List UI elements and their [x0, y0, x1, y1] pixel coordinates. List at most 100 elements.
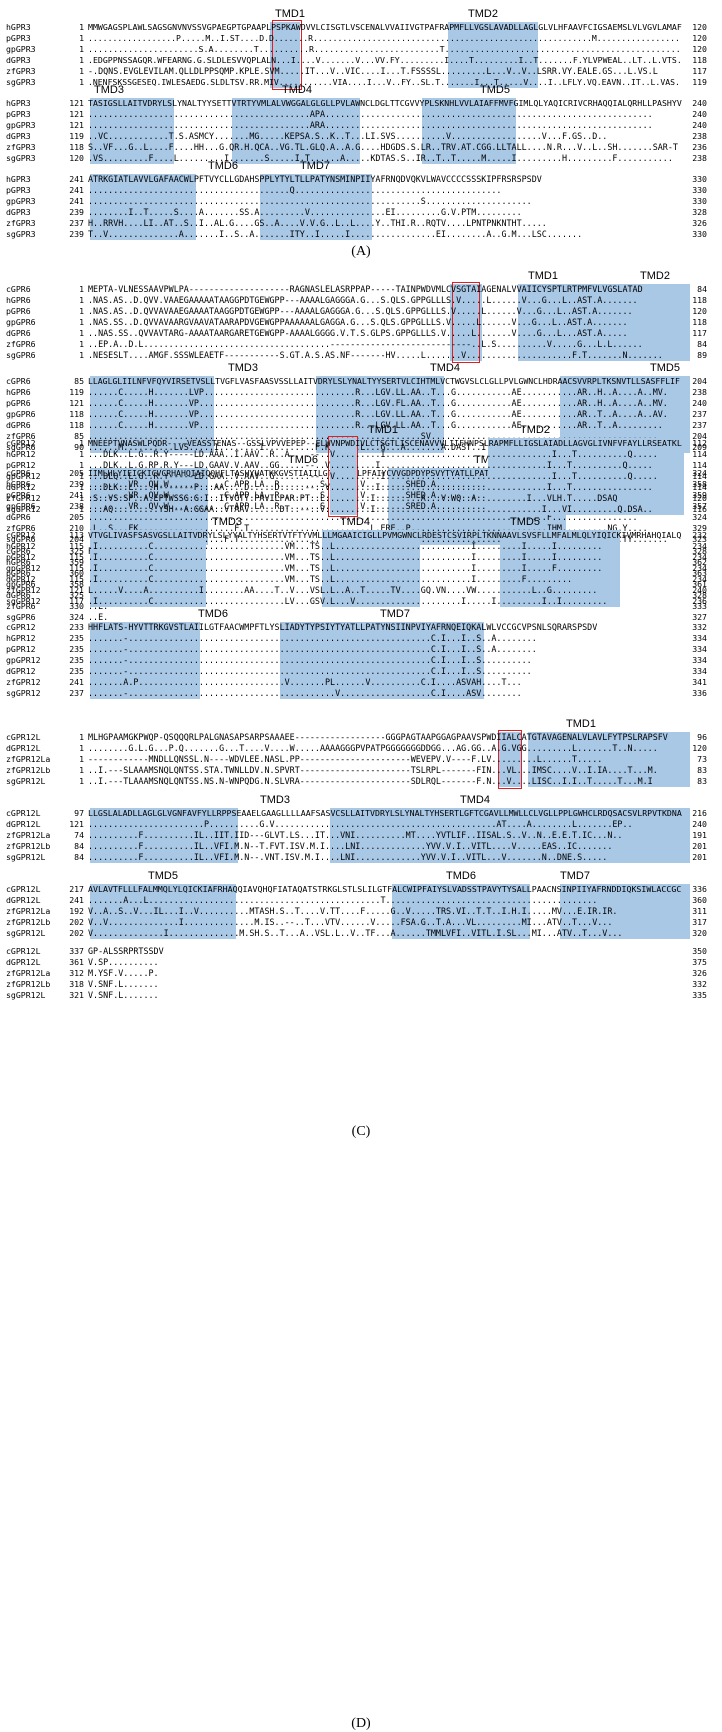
alignment-row: zfGPR12Lb 318 V.SNF.L....... 332: [0, 979, 722, 990]
alignment-row: sgGPR12L 84 ..........F..........IL..VFI.M…: [0, 852, 722, 863]
end-position: 335: [692, 990, 707, 1000]
sequence-residues: ........................................…: [88, 120, 653, 130]
alignment-row: hGPR12 235 .......-.......................…: [0, 633, 722, 644]
end-position: 236: [692, 142, 707, 152]
panel-caption: (A): [351, 244, 371, 259]
sequence-name: cGPR6: [6, 376, 31, 386]
sequence-name: gpGPR6: [6, 409, 36, 419]
tm-domain-shading: [90, 622, 200, 699]
sequence-residues: ......C.....H.......LVP.................…: [88, 387, 668, 397]
sequence-residues: ...AQ.........YSH--A.GGAA..VTAAV......DT…: [88, 504, 653, 514]
alignment-row: pGPR6 241 ........VR..QV.W...........C.APP…: [0, 490, 722, 501]
sequence-name: cGPR12: [6, 438, 36, 448]
start-position: 318: [69, 979, 84, 989]
sequence-name: zfGPR3: [6, 218, 36, 228]
end-position: 89: [697, 350, 707, 360]
sequence-residues: -.DQNS.EVGLEVILAM.QLLDLPPSQMP.KPLE.SVM..…: [88, 66, 658, 76]
alignment-row: hGPR3 241 ATRKGIATLAVVLGAFAACWLPFTVYCLLGDA…: [0, 174, 722, 185]
sequence-name: cGPR12L: [6, 884, 41, 894]
end-position: 119: [692, 77, 707, 87]
end-position: 317: [692, 917, 707, 927]
start-position: 115: [69, 563, 84, 573]
end-position: 120: [692, 743, 707, 753]
sequence-residues: .I..........C..........................L…: [88, 596, 608, 606]
tm-domain-label: TMD1: [528, 270, 558, 282]
sequence-name: hGPR12: [6, 633, 36, 643]
tm-domain-shading: [330, 438, 358, 515]
sequence-residues: .......-................................…: [88, 688, 522, 698]
start-position: 117: [69, 596, 84, 606]
sequence-name: sgGPR12: [6, 688, 41, 698]
sequence-residues: ........VR..QV.W...........C.APP.LA..R..…: [88, 490, 658, 500]
start-position: 241: [69, 895, 84, 905]
sequence-name: pGPR6: [6, 306, 31, 316]
start-position: 121: [69, 98, 84, 108]
sequence-name: pGPR12: [6, 552, 36, 562]
end-position: 363: [692, 568, 707, 578]
alignment-row: zfGPR3 1 -.DQNS.EVGLEVILAM.QLLDLPPSQMP.KPL…: [0, 66, 722, 77]
tm-domain-label: TMD7: [380, 608, 410, 620]
end-position: 336: [692, 884, 707, 894]
tm-domain-label: TMD6: [446, 870, 476, 882]
sequence-name: sgGPR3: [6, 77, 36, 87]
sequence-name: hGPR6: [6, 387, 31, 397]
sequence-residues: ..........F..........IL..VFI.M.N--.VNT.I…: [88, 852, 608, 862]
tm-domain-shading: [260, 174, 372, 240]
end-position: 84: [697, 339, 707, 349]
sequence-residues: MMWGAGSPLAWLSAGSGNVNVSSVGPAEGPTGPAAPLPSP…: [88, 22, 682, 32]
end-position: 216: [692, 808, 707, 818]
start-position: 74: [74, 830, 84, 840]
start-position: 1: [79, 328, 84, 338]
sequence-name: zfGPR12Lb: [6, 917, 51, 927]
sequence-residues: ........................................…: [88, 109, 653, 119]
start-position: 1: [79, 33, 84, 43]
alignment-row: sgGPR12 117 .I..........C.................…: [0, 596, 722, 607]
sequence-residues: ........I..T.....S....A.......SS.A......…: [88, 207, 522, 217]
end-position: 234: [692, 541, 707, 551]
start-position: 115: [69, 541, 84, 551]
start-position: 1: [79, 317, 84, 327]
sequence-residues: ..................P.....M..I.ST....D.D..…: [88, 33, 680, 43]
sequence-residues: .......-................................…: [88, 666, 532, 676]
start-position: 235: [69, 655, 84, 665]
end-position: 237: [692, 409, 707, 419]
tm-domain-label: TMD3: [212, 516, 242, 528]
tm-domain-shading: [90, 98, 174, 164]
end-position: 328: [692, 546, 707, 556]
end-position: 330: [692, 185, 707, 195]
start-position: 241: [69, 677, 84, 687]
sequence-name: sgGPR12L: [6, 928, 46, 938]
end-position: 332: [692, 979, 707, 989]
end-position: 112: [692, 438, 707, 448]
start-position: 241: [69, 490, 84, 500]
tm-domain-shading: [232, 98, 360, 164]
alignment-row: hGPR12 115 .I..........C..................…: [0, 541, 722, 552]
sequence-residues: ..I.---TLAAAMSNQLQNTSS.NS.N-WNPQDG.N.SLV…: [88, 776, 653, 786]
sequence-residues: V..............I..............M.SH.S..T.…: [88, 928, 623, 938]
sequence-residues: T..V..............A.......I..S..A.......…: [88, 229, 583, 239]
sequence-name: sgGPR12: [6, 596, 41, 606]
sequence-residues: ...DLK..L....H-------P...AA....D.....D..…: [88, 482, 653, 492]
start-position: 358: [69, 579, 84, 589]
sequence-name: gpGPR12: [6, 471, 41, 481]
tm-domain-shading: [500, 530, 620, 607]
alignment-row: cGPR6 85 LLAGLGLIILNFVFQYVIRSETVSLLTVGFLVA…: [0, 376, 722, 387]
alignment-row: sgGPR6 324 ..E. 327: [0, 612, 722, 623]
sequence-name: dGPR3: [6, 207, 31, 217]
tm-domain-label: TMD2: [468, 8, 498, 20]
sequence-residues: .......................P..........G.V...…: [88, 819, 633, 829]
start-position: 120: [69, 153, 84, 163]
end-position: 334: [692, 633, 707, 643]
tm-domain-label: TMD6: [288, 454, 318, 466]
end-position: 240: [692, 819, 707, 829]
end-position: 332: [692, 622, 707, 632]
alignment-row: gpGPR12 115 .I..........C.................…: [0, 563, 722, 574]
alignment-row: gpGPR6 118 ......C.....H.......VP.........…: [0, 409, 722, 420]
start-position: 113: [69, 530, 84, 540]
start-position: 121: [69, 585, 84, 595]
tm-domain-shading: [90, 376, 214, 453]
sequence-name: dGPR12: [6, 666, 36, 676]
sequence-name: zfGPR12Lb: [6, 765, 51, 775]
sequence-residues: ..........F..........IL..VFI.M.N--T.FVT.…: [88, 841, 613, 851]
end-position: 96: [697, 732, 707, 742]
